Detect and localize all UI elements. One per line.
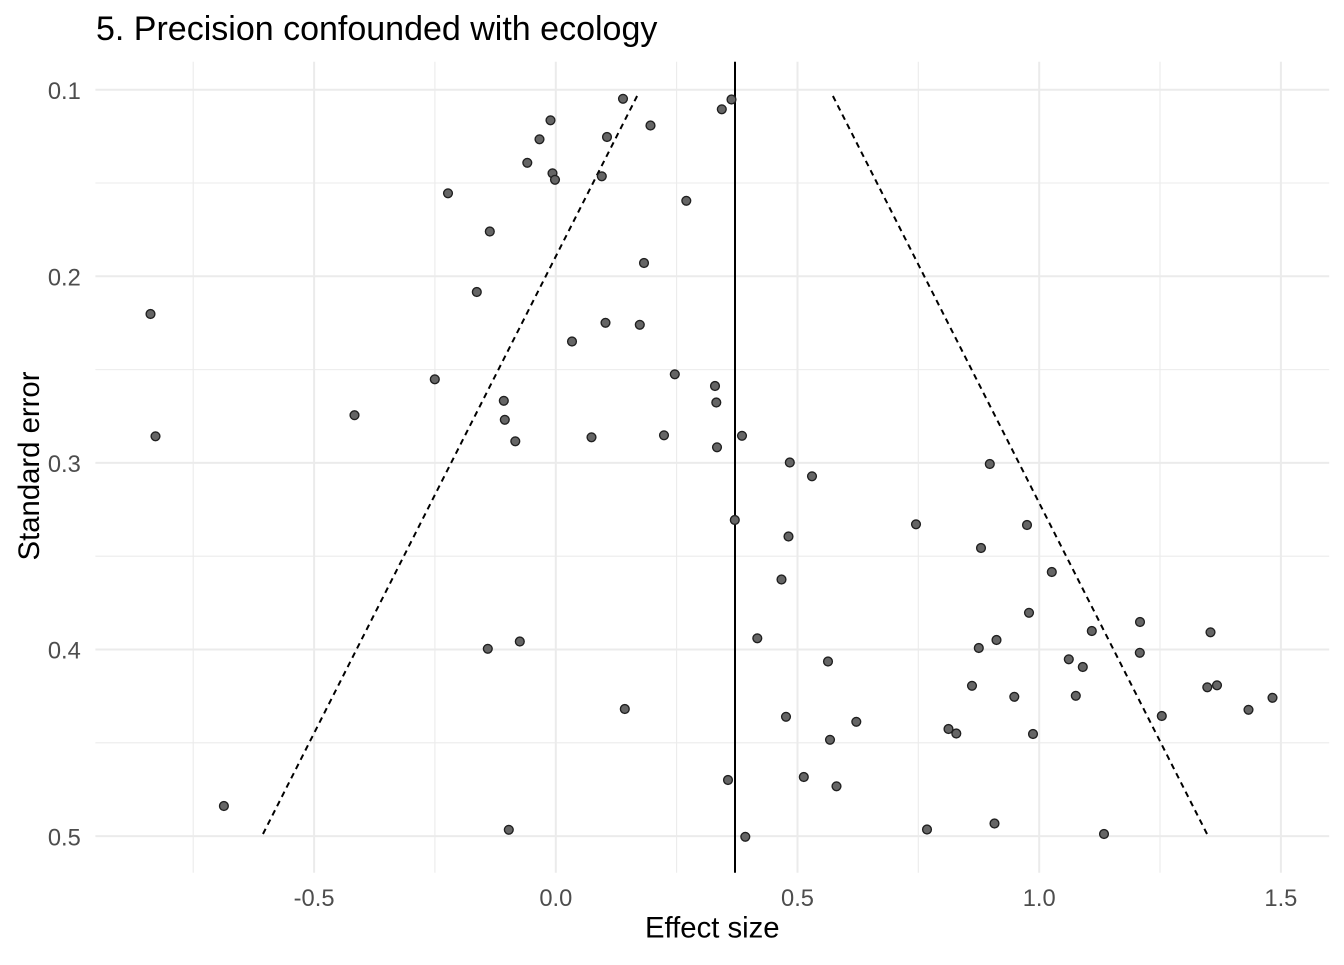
svg-text:0.4: 0.4 xyxy=(48,639,81,665)
svg-text:0.1: 0.1 xyxy=(48,79,81,105)
svg-text:Effect size: Effect size xyxy=(645,911,780,944)
svg-text:0.3: 0.3 xyxy=(48,452,81,478)
svg-text:0.2: 0.2 xyxy=(48,266,81,292)
svg-text:1.0: 1.0 xyxy=(1023,886,1056,912)
svg-text:1.5: 1.5 xyxy=(1264,886,1297,912)
svg-text:0.0: 0.0 xyxy=(539,886,572,912)
svg-text:Standard error: Standard error xyxy=(13,371,46,560)
svg-text:-0.5: -0.5 xyxy=(294,886,335,912)
svg-text:5. Precision confounded with e: 5. Precision confounded with ecology xyxy=(96,10,657,48)
svg-text:0.5: 0.5 xyxy=(48,825,81,851)
svg-text:0.5: 0.5 xyxy=(781,886,814,912)
